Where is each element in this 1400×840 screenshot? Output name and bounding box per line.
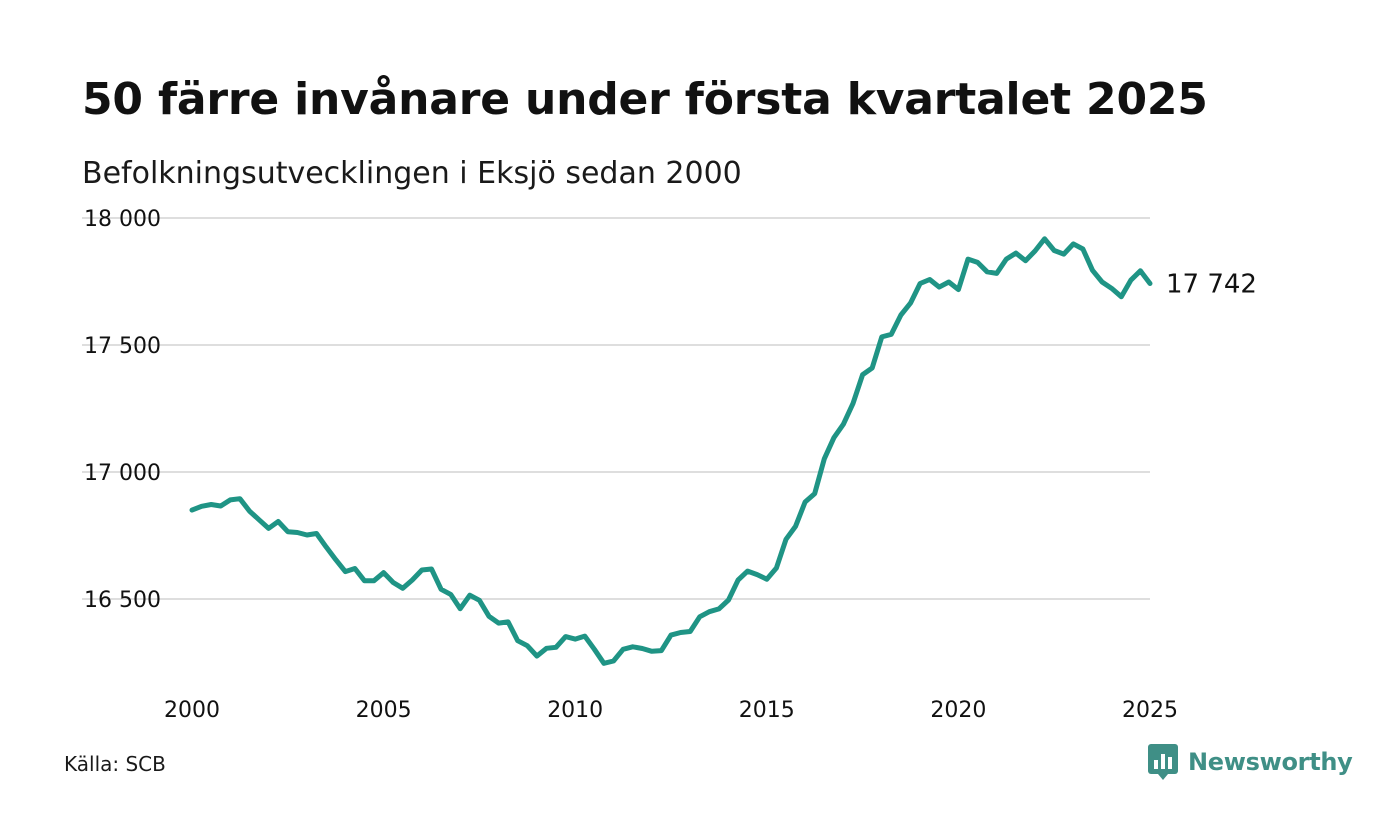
y-tick-label-18000: 18 000 [84, 207, 161, 232]
brand-name: Newsworthy [1188, 748, 1353, 776]
y-axis-tick-labels: 16 500 17 000 17 500 18 000 [84, 207, 161, 613]
x-tick-label-2005: 2005 [356, 698, 412, 723]
x-tick-label-2025: 2025 [1122, 698, 1178, 723]
series-line-0 [189, 236, 1153, 666]
y-tick-label-16500: 16 500 [84, 588, 161, 613]
newsworthy-logo-icon [1148, 744, 1178, 780]
end-value-label: 17 742 [1166, 270, 1257, 300]
grid-lines [82, 217, 1150, 600]
series-group [189, 236, 1153, 666]
x-axis-tick-labels: 2000 2005 2010 2015 2020 2025 [164, 698, 1178, 723]
x-tick-label-2010: 2010 [547, 698, 603, 723]
chart-title: 50 färre invånare under första kvartalet… [82, 74, 1208, 125]
end-label-group: 17 742 [1166, 270, 1257, 300]
source-note: Källa: SCB [64, 752, 166, 776]
y-tick-label-17500: 17 500 [84, 334, 161, 359]
x-tick-label-2020: 2020 [930, 698, 986, 723]
x-tick-label-2000: 2000 [164, 698, 220, 723]
y-tick-label-17000: 17 000 [84, 461, 161, 486]
brand-logo[interactable]: Newsworthy [1148, 742, 1353, 782]
chart-subtitle: Befolkningsutvecklingen i Eksjö sedan 20… [82, 156, 742, 191]
x-tick-label-2015: 2015 [739, 698, 795, 723]
